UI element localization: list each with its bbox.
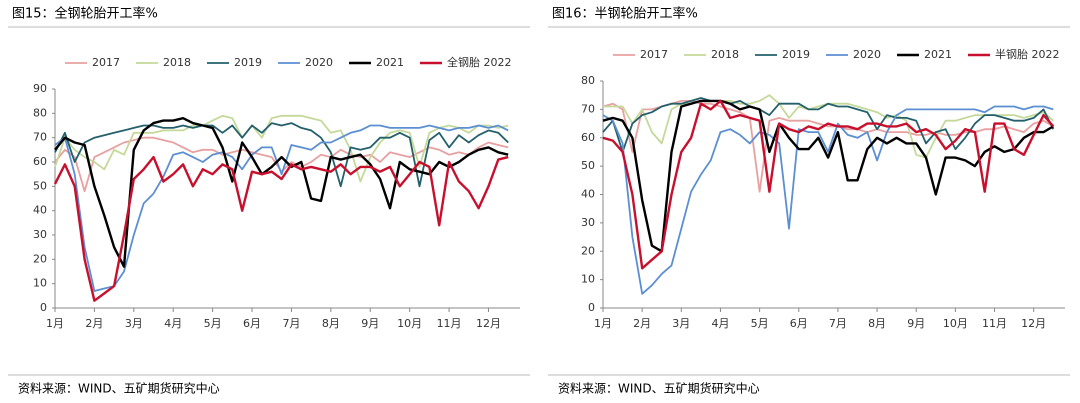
x-tick-label: 2月 [633,317,651,330]
legend-label: 半钢胎 2022 [995,47,1060,61]
y-tick-label: 70 [581,102,595,115]
series-line [53,155,509,302]
x-tick-label: 12月 [476,317,501,330]
y-tick-label: 80 [581,74,595,87]
y-tick-label: 10 [33,277,47,290]
y-tick-label: 90 [33,82,47,95]
legend-label: 2021 [376,56,404,69]
y-tick-label: 80 [33,106,47,119]
y-tick-label: 40 [581,188,595,201]
x-tick-label: 4月 [164,317,182,330]
legend-label: 2018 [163,56,191,69]
x-tick-label: 3月 [672,317,690,330]
x-tick-label: 1月 [46,317,64,330]
x-tick-label: 10月 [397,317,422,330]
x-tick-label: 6月 [790,317,808,330]
x-tick-label: 7月 [829,317,847,330]
legend-label: 2021 [924,48,952,61]
y-tick-label: 50 [581,159,595,172]
x-tick-label: 4月 [711,317,729,330]
x-tick-label: 2月 [85,317,103,330]
x-tick-label: 6月 [243,317,261,330]
legend-label: 2019 [234,56,262,69]
source-note: 资料来源：WIND、五矿期货研究中心 [558,381,760,396]
legend-label: 2018 [711,48,739,61]
x-tick-label: 9月 [361,317,379,330]
x-tick-label: 8月 [322,317,340,330]
source-note: 资料来源：WIND、五矿期货研究中心 [18,381,220,396]
series-line [602,105,1054,295]
series-line [602,97,1055,153]
x-tick-label: 9月 [907,317,925,330]
x-tick-label: 1月 [594,317,612,330]
y-tick-label: 50 [33,179,47,192]
x-tick-label: 3月 [125,317,143,330]
legend-label: 2019 [782,48,810,61]
legend-label: 2020 [853,48,881,61]
x-tick-label: 11月 [982,317,1007,330]
legend-label: 2017 [640,48,668,61]
x-tick-label: 7月 [282,317,300,330]
x-tick-label: 5月 [751,317,769,330]
y-tick-label: 40 [33,204,47,217]
x-tick-label: 8月 [868,317,886,330]
y-tick-label: 30 [581,216,595,229]
y-tick-label: 20 [33,252,47,265]
series-line [602,99,1054,253]
series-line [602,100,1054,193]
legend-label: 全钢胎 2022 [447,55,512,69]
chart-title: 图16：半钢轮胎开工率% [552,6,698,22]
legend-label: 2017 [92,56,120,69]
y-tick-label: 20 [581,244,595,257]
series-line [54,117,509,268]
x-tick-label: 11月 [437,317,462,330]
series-line [602,99,1055,270]
y-tick-label: 70 [33,131,47,144]
legend-label: 2020 [305,56,333,69]
series-line [54,122,509,188]
y-tick-label: 0 [588,301,595,314]
series-line [54,136,509,193]
y-tick-label: 60 [581,131,595,144]
y-tick-label: 30 [33,228,47,241]
y-tick-label: 60 [33,155,47,168]
chart-title: 图15：全钢轮胎开工率% [12,6,158,22]
series-line [54,114,509,183]
y-tick-label: 10 [581,273,595,286]
y-tick-label: 0 [40,301,47,314]
series-line [54,124,509,292]
x-tick-label: 5月 [204,317,222,330]
x-tick-label: 10月 [943,317,968,330]
x-tick-label: 12月 [1021,317,1046,330]
